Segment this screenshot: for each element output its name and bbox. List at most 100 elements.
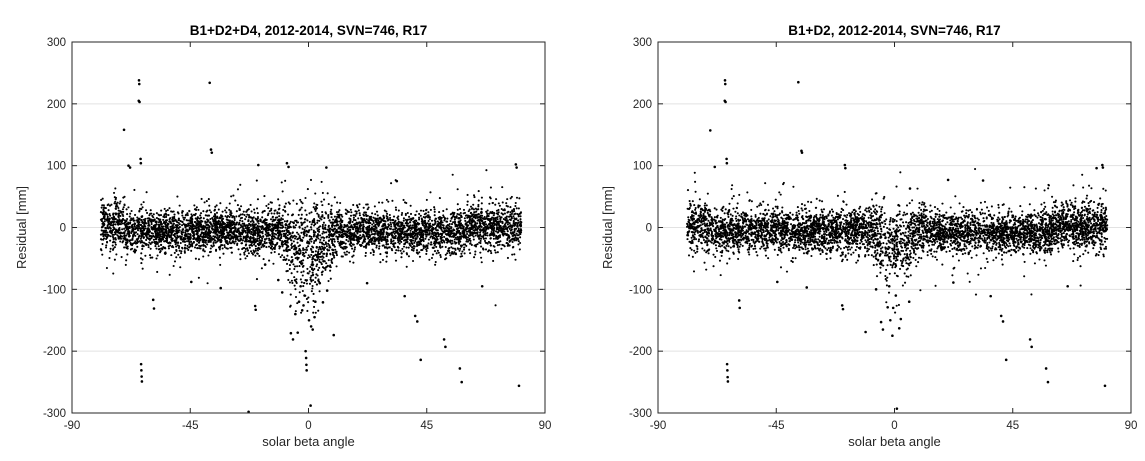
scatter-point	[437, 232, 440, 235]
scatter-point	[466, 200, 469, 203]
scatter-point	[482, 237, 485, 240]
scatter-point	[193, 204, 196, 207]
scatter-point	[304, 251, 307, 254]
scatter-point	[124, 238, 127, 241]
scatter-point	[375, 229, 378, 232]
scatter-point	[225, 247, 228, 250]
scatter-point	[296, 231, 299, 234]
scatter-point	[370, 230, 373, 233]
scatter-point	[480, 196, 483, 199]
scatter-point	[498, 243, 501, 246]
scatter-point	[484, 248, 488, 251]
scatter-point	[312, 292, 315, 295]
scatter-point	[260, 246, 263, 249]
scatter-point	[519, 212, 522, 215]
scatter-point	[315, 283, 319, 286]
scatter-point	[203, 235, 206, 239]
scatter-point	[103, 222, 106, 225]
scatter-point	[282, 208, 285, 211]
scatter-point	[435, 252, 438, 255]
scatter-point	[157, 248, 160, 251]
scatter-point	[173, 226, 176, 229]
scatter-point	[344, 253, 347, 256]
scatter-point	[187, 222, 190, 225]
scatter-point	[366, 214, 369, 217]
scatter-point	[422, 209, 425, 212]
scatter-point	[317, 279, 320, 282]
scatter-point	[468, 216, 471, 219]
scatter-point	[330, 259, 333, 262]
scatter-point	[218, 256, 221, 259]
scatter-point	[146, 211, 149, 215]
scatter-point	[135, 231, 138, 234]
scatter-point	[219, 234, 222, 237]
scatter-point	[247, 208, 250, 211]
scatter-point	[296, 265, 299, 268]
scatter-point	[495, 198, 498, 201]
scatter-point	[279, 256, 282, 259]
scatter-point	[124, 226, 127, 229]
scatter-point	[300, 213, 303, 216]
scatter-point	[145, 243, 148, 246]
scatter-point	[290, 234, 293, 237]
scatter-point	[329, 253, 332, 256]
scatter-point	[319, 238, 322, 241]
scatter-point	[323, 217, 326, 220]
scatter-point	[125, 208, 128, 211]
scatter-point	[477, 213, 480, 216]
scatter-point	[347, 230, 350, 233]
scatter-point	[264, 219, 267, 222]
scatter-point	[492, 244, 495, 248]
scatter-point	[155, 247, 158, 250]
scatter-point	[199, 212, 203, 215]
scatter-point	[166, 234, 169, 237]
scatter-point	[417, 227, 421, 230]
scatter-point	[179, 236, 182, 239]
scatter-point	[169, 241, 172, 244]
scatter-point	[230, 236, 233, 239]
scatter-point	[443, 235, 446, 239]
scatter-point	[193, 208, 197, 211]
scatter-point	[405, 265, 408, 268]
scatter-point	[308, 255, 311, 259]
scatter-point	[310, 253, 313, 256]
scatter-point	[322, 252, 325, 255]
scatter-point	[181, 210, 184, 213]
scatter-point	[374, 213, 377, 216]
scatter-point	[183, 250, 186, 253]
scatter-point	[112, 272, 115, 275]
scatter-point	[331, 228, 334, 231]
scatter-point	[433, 208, 436, 211]
scatter-point	[359, 223, 362, 226]
scatter-point	[359, 227, 362, 230]
scatter-point	[154, 245, 157, 248]
scatter-point	[265, 246, 268, 249]
scatter-point	[246, 247, 249, 250]
scatter-point	[202, 243, 205, 246]
scatter-point	[345, 212, 348, 215]
scatter-point	[378, 223, 381, 226]
scatter-point	[348, 251, 351, 254]
scatter-point	[414, 213, 417, 216]
scatter-point	[296, 270, 299, 273]
scatter-point	[519, 241, 522, 245]
scatter-point	[427, 211, 430, 214]
scatter-point	[329, 230, 332, 233]
scatter-point	[486, 231, 489, 235]
scatter-point	[355, 212, 358, 215]
scatter-point	[214, 205, 217, 208]
scatter-point	[448, 227, 451, 230]
scatter-point	[323, 246, 326, 249]
scatter-point	[151, 226, 154, 229]
scatter-point	[192, 237, 196, 240]
scatter-point	[287, 201, 290, 204]
scatter-point	[488, 196, 492, 199]
scatter-point	[180, 250, 183, 253]
scatter-point	[320, 250, 323, 253]
scatter-point	[296, 256, 299, 259]
scatter-point	[410, 239, 413, 242]
scatter-point	[288, 264, 292, 267]
scatter-point	[433, 219, 436, 222]
scatter-point	[300, 281, 303, 284]
